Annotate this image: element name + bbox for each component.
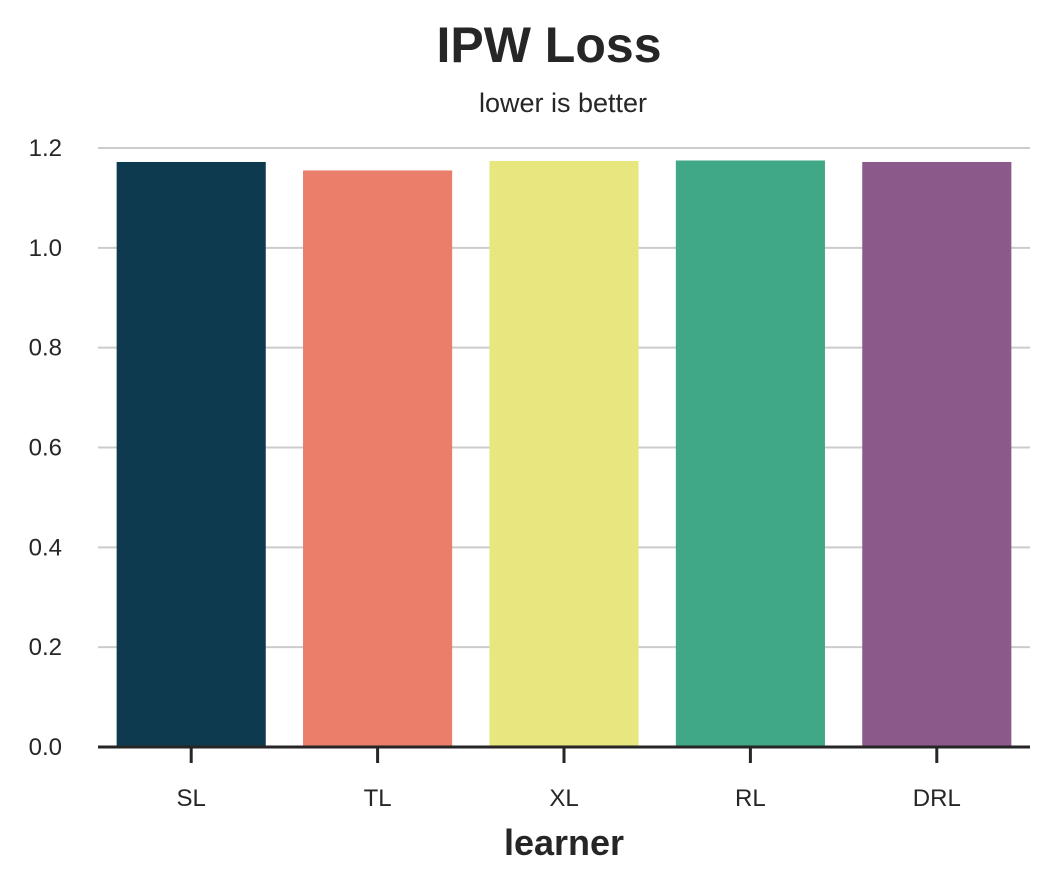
y-tick-label: 0.4 bbox=[29, 534, 62, 561]
chart-subtitle: lower is better bbox=[479, 88, 647, 118]
y-tick-label: 0.2 bbox=[29, 634, 62, 661]
x-tick-label: SL bbox=[177, 785, 206, 812]
bar-tl bbox=[303, 170, 453, 747]
y-tick-label: 1.0 bbox=[29, 235, 62, 262]
bar-rl bbox=[675, 160, 825, 747]
y-tick-label: 0.6 bbox=[29, 435, 62, 462]
x-tick-label: TL bbox=[364, 785, 392, 812]
x-tick-label: DRL bbox=[913, 785, 961, 812]
y-tick-label: 1.2 bbox=[29, 135, 62, 162]
y-axis-ticks: 0.0 0.2 0.4 0.6 0.8 1.0 1.2 bbox=[29, 135, 62, 761]
x-tick-label: RL bbox=[735, 785, 766, 812]
chart-title: IPW Loss bbox=[436, 17, 661, 73]
bars bbox=[116, 160, 1012, 747]
y-tick-label: 0.0 bbox=[29, 734, 62, 761]
x-axis-ticks: SL TL XL RL DRL bbox=[177, 747, 961, 812]
x-axis-label: learner bbox=[504, 822, 624, 863]
y-tick-label: 0.8 bbox=[29, 335, 62, 362]
x-tick-label: XL bbox=[549, 785, 578, 812]
bar-sl bbox=[116, 161, 266, 747]
bar-drl bbox=[862, 161, 1012, 747]
bar-xl bbox=[489, 160, 639, 747]
